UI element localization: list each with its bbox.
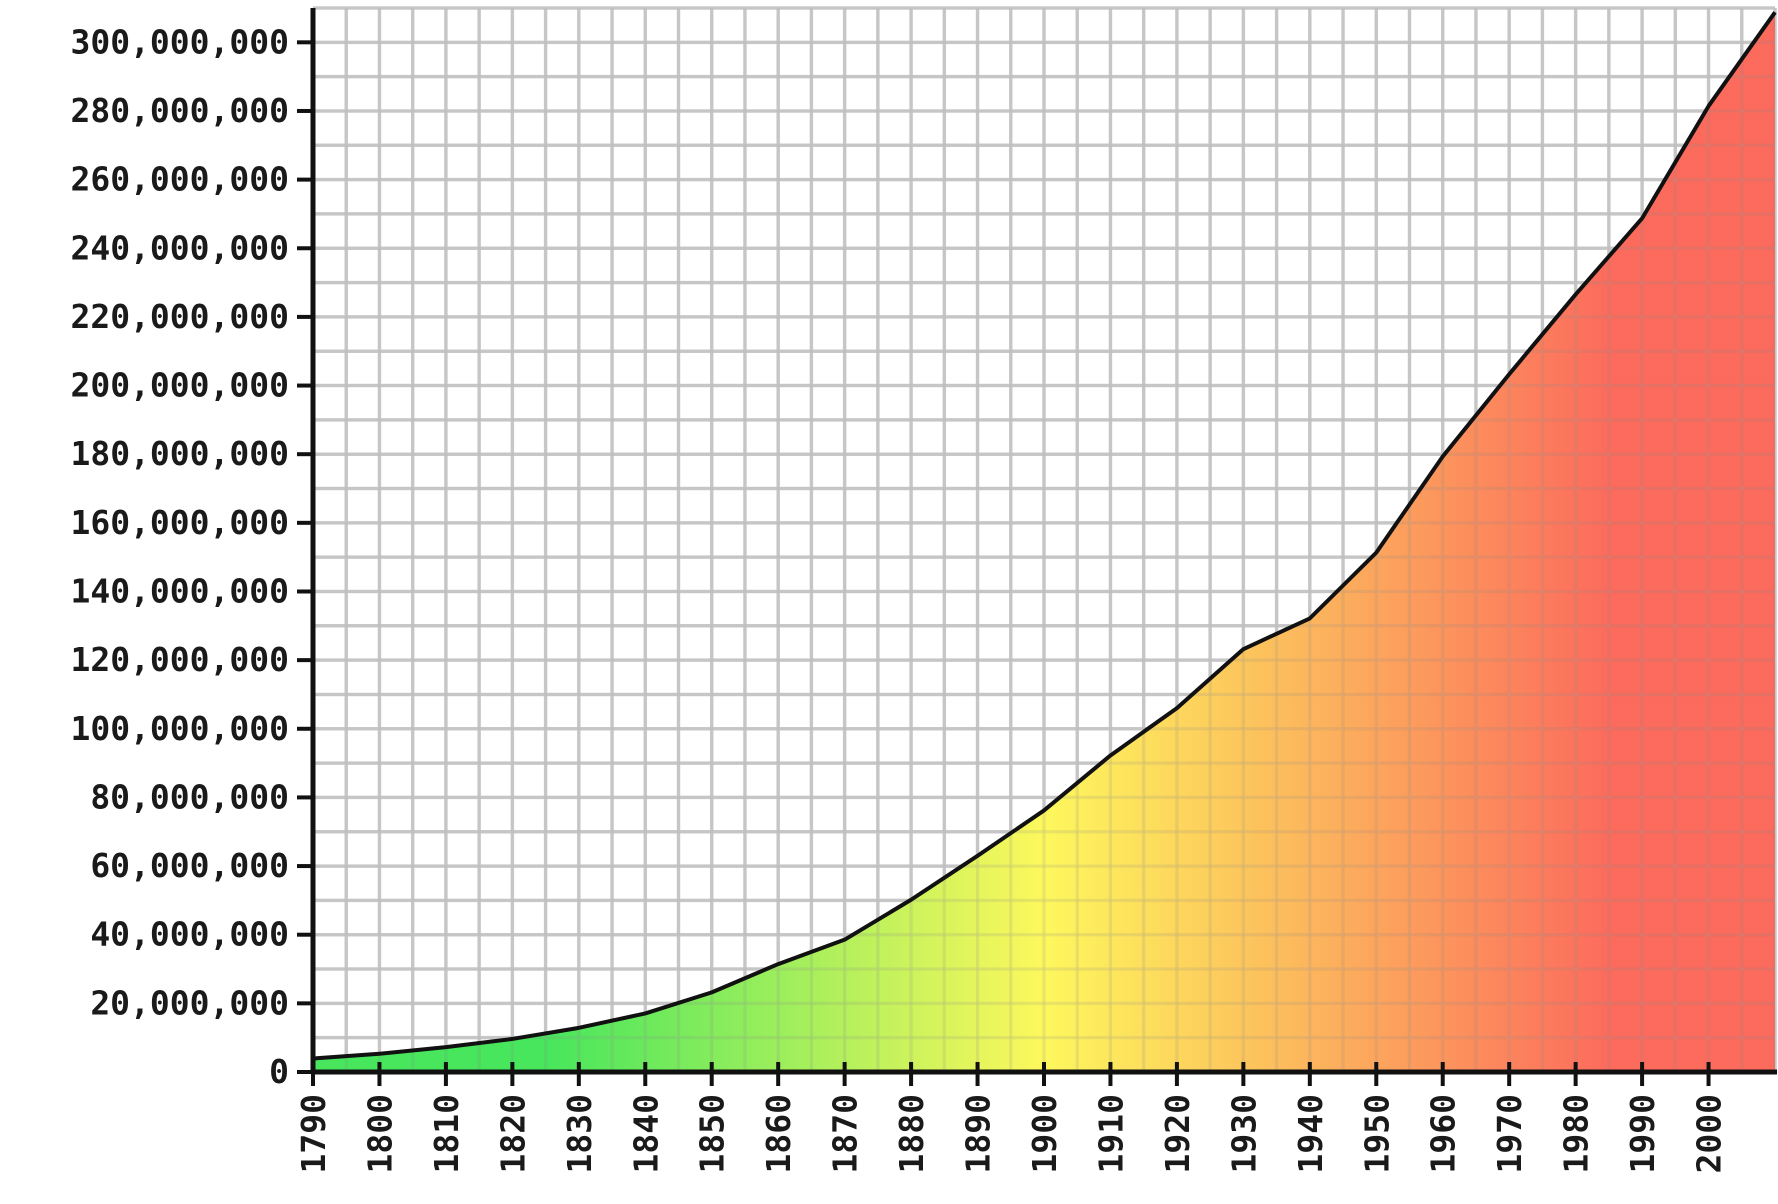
y-tick-label: 180,000,000 [70,434,289,473]
y-tick-label: 40,000,000 [90,915,289,954]
x-tick-label: 2000 [1690,1094,1729,1173]
y-tick-label: 100,000,000 [70,709,289,748]
x-tick-label: 1830 [560,1094,599,1173]
x-tick-label: 1910 [1091,1094,1130,1173]
x-tick-label: 1820 [493,1094,532,1173]
y-tick-label: 60,000,000 [90,846,289,885]
x-tick-label: 1880 [892,1094,931,1173]
x-tick-label: 1920 [1158,1094,1197,1173]
y-tick-label: 160,000,000 [70,503,289,542]
x-tick-label: 1930 [1224,1094,1263,1173]
x-tick-label: 1790 [294,1094,333,1173]
x-tick-label: 1860 [759,1094,798,1173]
x-tick-label: 1970 [1490,1094,1529,1173]
x-tick-label: 1990 [1623,1094,1662,1173]
population-line [312,11,1777,1061]
y-tick-label: 280,000,000 [70,91,289,130]
x-tick-label: 1890 [959,1094,998,1173]
y-tick-label: 260,000,000 [70,160,289,199]
y-tick-label: 220,000,000 [70,297,289,336]
y-tick-label: 80,000,000 [90,777,289,816]
axes [297,8,1777,1086]
x-tick-label: 1810 [427,1094,466,1173]
y-tick-label: 140,000,000 [70,571,289,610]
x-tick-label: 1800 [360,1094,399,1173]
y-tick-label: 200,000,000 [70,366,289,405]
y-tick-label: 120,000,000 [70,640,289,679]
x-tick-label: 1870 [826,1094,865,1173]
x-tick-label: 1850 [693,1094,732,1173]
x-tick-label: 1980 [1557,1094,1596,1173]
population-area-fill [313,12,1775,1072]
x-tick-label: 1900 [1025,1094,1064,1173]
y-tick-label: 240,000,000 [70,228,289,267]
area-layer [311,6,1777,1074]
x-tick-label: 1950 [1357,1094,1396,1173]
x-tick-label: 1960 [1424,1094,1463,1173]
x-tick-label: 1940 [1291,1094,1330,1173]
y-tick-label: 20,000,000 [90,983,289,1022]
y-tick-label: 300,000,000 [70,22,289,61]
x-tick-label: 1840 [626,1094,665,1173]
y-tick-label: 0 [269,1052,289,1091]
tick-labels: 0 20,000,000 40,000,000 60,000,000 80,000,00… [70,22,1728,1173]
